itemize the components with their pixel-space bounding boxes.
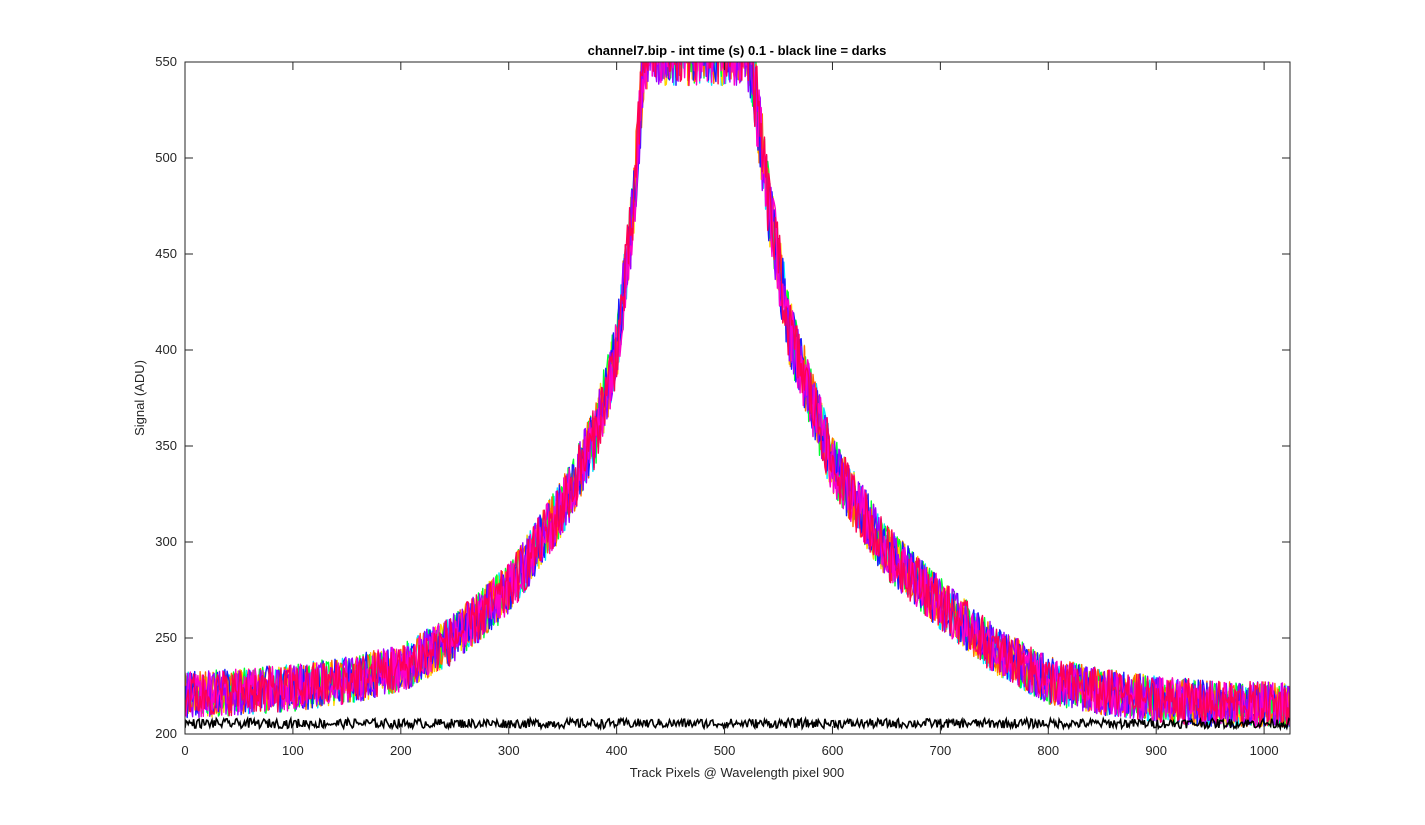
x-tick-label: 700 — [930, 743, 952, 758]
y-tick-label: 250 — [155, 630, 177, 645]
x-tick-label: 1000 — [1250, 743, 1279, 758]
x-tick-label: 200 — [390, 743, 412, 758]
x-axis-label: Track Pixels @ Wavelength pixel 900 — [630, 765, 845, 780]
x-tick-label: 300 — [498, 743, 520, 758]
chart-title: channel7.bip - int time (s) 0.1 - black … — [588, 43, 887, 58]
y-tick-label: 200 — [155, 726, 177, 741]
x-tick-label: 900 — [1145, 743, 1167, 758]
x-tick-label: 100 — [282, 743, 304, 758]
plot-area-box — [184, 61, 1291, 735]
axes-layer: 0 100 200 300 400 500 600 700 800 900 1000 200 250 30… — [155, 54, 1290, 758]
x-tick-label: 600 — [822, 743, 844, 758]
y-tick-label: 400 — [155, 342, 177, 357]
y-axis-label: Signal (ADU) — [132, 360, 147, 436]
y-tick-label: 450 — [155, 246, 177, 261]
x-tick-label: 800 — [1037, 743, 1059, 758]
y-tick-label: 350 — [155, 438, 177, 453]
series-layer — [185, 62, 1290, 732]
x-tick-label: 400 — [606, 743, 628, 758]
x-tick-label: 500 — [714, 743, 736, 758]
darks-series-line — [185, 715, 1290, 732]
y-tick-label: 300 — [155, 534, 177, 549]
x-tick-label: 0 — [181, 743, 188, 758]
y-tick-label: 550 — [155, 54, 177, 69]
y-tick-label: 500 — [155, 150, 177, 165]
